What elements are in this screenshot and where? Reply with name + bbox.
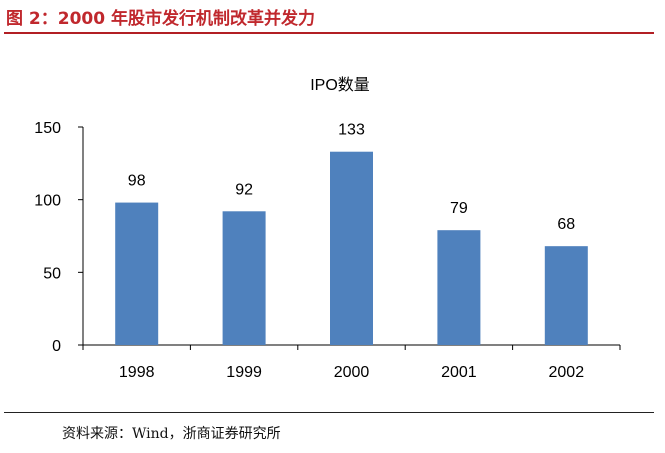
y-tick-label: 0 bbox=[52, 338, 61, 355]
x-tick-label: 1999 bbox=[226, 364, 262, 381]
bar-1999 bbox=[222, 211, 266, 345]
bar-2001 bbox=[437, 230, 481, 345]
title-divider bbox=[4, 32, 654, 34]
x-tick-label: 2002 bbox=[549, 364, 585, 381]
bar-series bbox=[115, 151, 588, 345]
x-tick-label: 2001 bbox=[441, 364, 477, 381]
y-tick-label: 150 bbox=[34, 120, 61, 137]
data-label: 79 bbox=[450, 200, 468, 217]
x-tick-label: 2000 bbox=[334, 364, 370, 381]
data-labels: 98 92 133 79 68 bbox=[128, 122, 575, 233]
x-tick-label: 1998 bbox=[119, 364, 155, 381]
data-label: 92 bbox=[235, 181, 253, 198]
source-note: 资料来源：Wind，浙商证券研究所 bbox=[62, 426, 281, 442]
y-tick-label: 100 bbox=[34, 193, 61, 210]
chart-title: IPO数量 bbox=[310, 76, 370, 94]
x-axis: 1998 1999 2000 2001 2002 bbox=[82, 344, 621, 381]
figure-title: 图 2：2000 年股市发行机制改革并发力 bbox=[6, 9, 315, 29]
bar-1998 bbox=[115, 202, 159, 345]
y-tick-label: 50 bbox=[43, 265, 61, 282]
data-label: 68 bbox=[557, 216, 575, 233]
bar-2002 bbox=[544, 246, 588, 345]
data-label: 133 bbox=[338, 122, 365, 139]
y-axis: 0 50 100 150 bbox=[34, 120, 84, 355]
source-divider bbox=[4, 412, 654, 413]
data-label: 98 bbox=[128, 173, 146, 190]
bar-2000 bbox=[330, 151, 373, 345]
